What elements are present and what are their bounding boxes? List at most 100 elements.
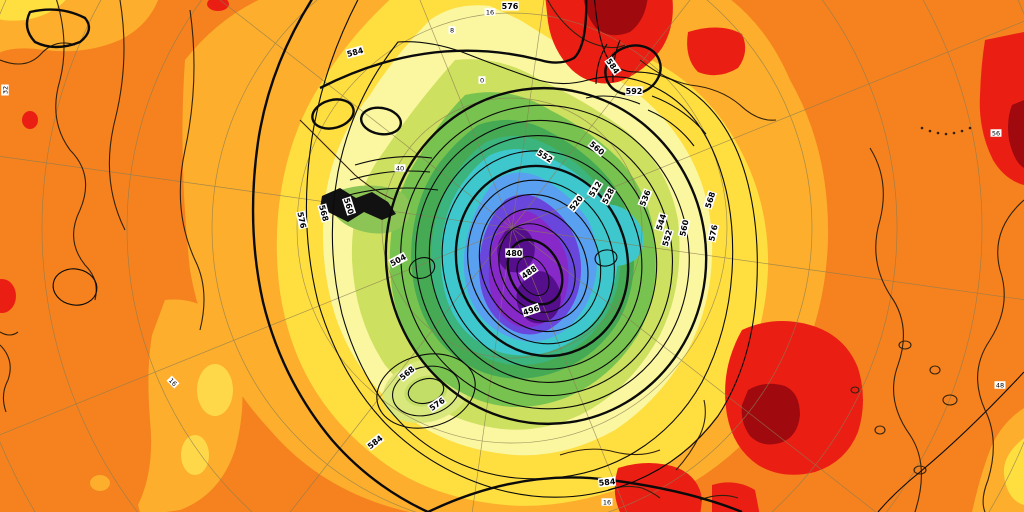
minor-label: 8 <box>448 26 456 34</box>
lake-3 <box>942 394 958 406</box>
contour-568-loop <box>331 41 734 480</box>
svg-text:576: 576 <box>295 211 307 230</box>
minor-label: 40 <box>394 164 406 172</box>
minor-label: 0 <box>478 76 486 84</box>
arc-2 <box>647 109 695 147</box>
southern-lobe-ring-3 <box>407 377 445 405</box>
southern-lobe-ring-2 <box>392 365 460 417</box>
arc-1 <box>651 95 707 135</box>
ring-472 <box>516 255 550 297</box>
contour-label: 568 <box>317 203 331 223</box>
coast-left-bottom-2 <box>0 331 19 336</box>
svg-text:576: 576 <box>707 224 719 243</box>
svg-text:592: 592 <box>626 87 643 96</box>
coast-eurasia-1 <box>55 0 97 301</box>
small-low-left-edge <box>52 268 98 306</box>
contour-label: 480 <box>505 248 523 258</box>
contour-label: 560 <box>677 218 691 238</box>
coast-top-middle-2 <box>639 59 777 121</box>
closed-blob-topleft <box>25 8 91 49</box>
contour-584-left <box>251 0 429 512</box>
lake-5 <box>913 465 927 475</box>
contour-label: 576 <box>706 223 720 243</box>
contour-584-bottom-right <box>877 371 1024 512</box>
southern-lobe-ring-1 <box>376 353 476 429</box>
island-chain <box>920 126 972 136</box>
contour-label: 592 <box>625 86 643 96</box>
svg-text:56: 56 <box>992 129 1000 137</box>
arc-4 <box>595 43 608 85</box>
ring-504 <box>478 193 602 333</box>
svg-text:32: 32 <box>1 86 9 94</box>
dark-red-mid-right <box>741 383 800 445</box>
ridge-cell-1 <box>311 98 355 130</box>
ring-488 <box>498 223 576 313</box>
arc-6 <box>349 170 431 181</box>
minor-label: 56 <box>990 129 1002 137</box>
contour-576-loop <box>305 0 758 498</box>
arc-7 <box>344 187 439 197</box>
minor-label: 16 <box>166 375 180 389</box>
contour-label: 576 <box>295 210 309 230</box>
contour-label: 584 <box>597 476 616 488</box>
contour-584-top <box>319 0 588 90</box>
svg-text:16: 16 <box>486 8 494 16</box>
coast-right-landmass-1 <box>869 147 922 512</box>
red-left-spot-2 <box>22 111 38 129</box>
svg-text:584: 584 <box>346 46 365 59</box>
ring-536 <box>428 135 658 383</box>
minor-label: 16 <box>484 8 496 16</box>
svg-text:584: 584 <box>598 477 616 488</box>
svg-text:40: 40 <box>396 164 404 172</box>
svg-text:16: 16 <box>167 377 179 389</box>
amber-left-band <box>138 299 243 512</box>
svg-text:16: 16 <box>603 498 611 506</box>
red-left-spot-1 <box>0 279 16 313</box>
lake-6 <box>850 386 860 394</box>
coast-river-1 <box>108 0 126 231</box>
coast-right-landmass-2 <box>977 199 1024 512</box>
small-low-west <box>408 257 436 279</box>
yellow-spot-1 <box>197 364 233 416</box>
contour-label: 552 <box>660 228 674 248</box>
ring-528 <box>441 150 643 370</box>
yellow-bottomright <box>1003 438 1024 505</box>
coast-scandinavia <box>299 119 396 201</box>
yellow-spot-2 <box>181 435 209 475</box>
svg-text:0: 0 <box>480 76 484 84</box>
ring-496 <box>489 208 589 322</box>
dark-red-right-edge <box>1008 100 1024 168</box>
svg-text:480: 480 <box>506 249 523 258</box>
amber-spot <box>90 475 110 491</box>
lake-2 <box>929 365 941 375</box>
svg-text:568: 568 <box>317 204 330 223</box>
coast-eurasia-2 <box>0 42 76 65</box>
ring-512 <box>467 179 615 345</box>
minor-label: 48 <box>994 381 1006 389</box>
small-low-east <box>594 249 618 267</box>
coast-top-middle-1 <box>547 0 626 49</box>
minor-label-layer: 16 0 8 16 16 40 56 48 32 <box>1 8 1006 506</box>
coast-peninsula <box>675 399 706 471</box>
coast-bottom-middle-1 <box>559 448 661 456</box>
arc-3 <box>585 95 641 105</box>
ring-480 <box>506 238 564 306</box>
svg-text:48: 48 <box>996 381 1004 389</box>
svg-text:552: 552 <box>661 229 674 248</box>
svg-text:560: 560 <box>678 219 690 238</box>
svg-text:8: 8 <box>450 26 454 34</box>
coast-left-bottom-1 <box>0 344 11 413</box>
lake-4 <box>874 425 886 435</box>
ring-560 <box>384 86 708 426</box>
minor-label: 16 <box>601 498 613 506</box>
coast-river-2 <box>179 9 205 331</box>
contour-label: 576 <box>501 1 519 11</box>
minor-label: 32 <box>1 84 9 96</box>
lake-1 <box>898 340 912 350</box>
contour-label: 584 <box>345 45 365 59</box>
coast-dense-smear <box>320 188 396 222</box>
red-top-right-blob <box>687 27 746 76</box>
